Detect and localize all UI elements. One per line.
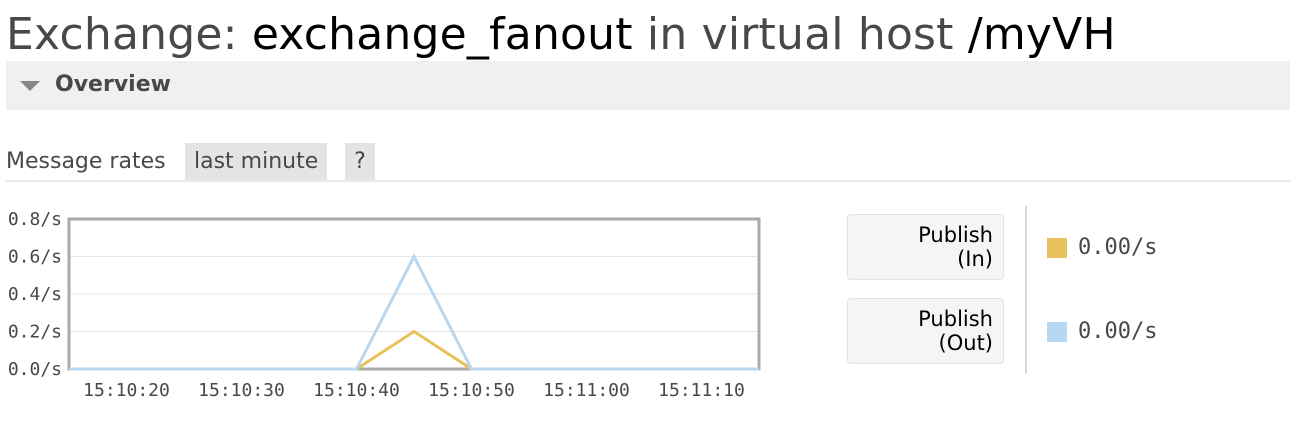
x-tick-label: 15:10:20 xyxy=(83,380,170,401)
vhost-name: /myVH xyxy=(967,9,1116,60)
legend-publish-in-button[interactable]: Publish (In) xyxy=(847,214,1004,280)
series-line xyxy=(69,329,759,371)
overview-section-title: Overview xyxy=(55,72,171,97)
help-button[interactable]: ? xyxy=(345,143,375,180)
overview-section-toggle[interactable]: Overview xyxy=(6,61,1290,110)
title-prefix: Exchange: xyxy=(6,9,238,60)
legend-divider xyxy=(1025,206,1027,374)
divider xyxy=(6,180,1290,182)
plot-frame xyxy=(67,217,761,371)
page-title: Exchange: exchange_fanout in virtual hos… xyxy=(6,4,1116,66)
y-tick-label: 0.6/s xyxy=(8,247,62,268)
y-tick-label: 0.2/s xyxy=(8,322,62,343)
x-tick-label: 15:10:40 xyxy=(313,380,400,401)
x-tick-label: 15:10:50 xyxy=(428,380,515,401)
publish-in-rate: 0.00/s xyxy=(1078,235,1158,260)
legend-publish-out-label: Publish (Out) xyxy=(918,307,993,355)
y-tick-label: 0.8/s xyxy=(8,209,62,230)
legend-publish-in-label: Publish (In) xyxy=(918,223,993,271)
series-line xyxy=(69,253,759,371)
title-middle: in virtual host xyxy=(646,9,954,60)
publish-out-rate: 0.00/s xyxy=(1078,319,1158,344)
rate-range-button[interactable]: last minute xyxy=(185,143,328,180)
exchange-name: exchange_fanout xyxy=(251,9,633,60)
x-tick-label: 15:11:00 xyxy=(543,380,630,401)
legend-publish-out-swatch xyxy=(1047,322,1067,342)
legend-publish-in-swatch xyxy=(1047,238,1067,258)
legend-publish-out-button[interactable]: Publish (Out) xyxy=(847,298,1004,364)
x-tick-label: 15:10:30 xyxy=(198,380,285,401)
y-tick-label: 0.0/s xyxy=(8,359,62,380)
message-rates-chart: 0.0/s 0.2/s 0.4/s 0.6/s 0.8/s 15:10:20 15:10:… xyxy=(8,209,761,401)
x-tick-label: 15:11:10 xyxy=(658,380,745,401)
triangle-down-icon xyxy=(20,81,40,91)
y-tick-label: 0.4/s xyxy=(8,284,62,305)
message-rates-label: Message rates xyxy=(6,149,166,174)
